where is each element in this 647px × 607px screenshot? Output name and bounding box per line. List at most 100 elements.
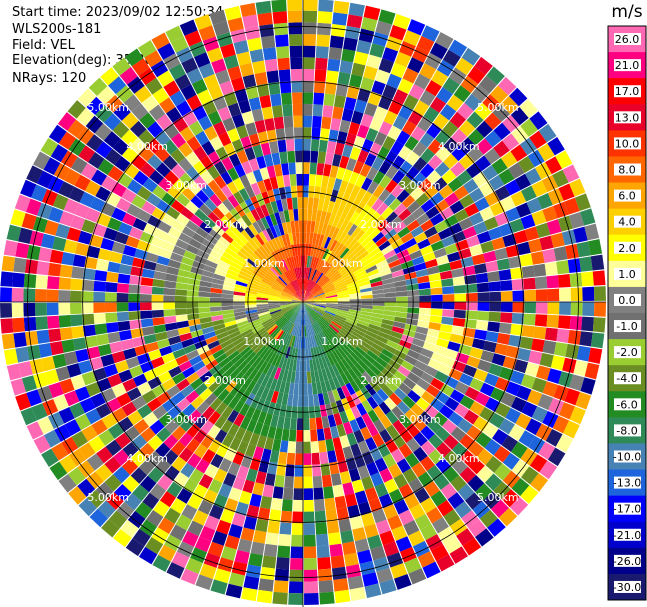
range-gate-cell	[569, 211, 585, 229]
range-gate-cell	[309, 173, 316, 187]
range-gate-cell	[220, 509, 235, 524]
range-gate-cell	[167, 185, 182, 200]
range-gate-cell	[349, 298, 362, 302]
range-gate-cell	[236, 320, 249, 328]
range-gate-cell	[406, 312, 419, 320]
range-gate-cell	[157, 220, 172, 234]
colorbar-tick-label: -4.0	[616, 372, 637, 385]
range-gate-cell	[331, 566, 347, 581]
range-gate-cell	[559, 302, 572, 316]
range-gate-cell	[213, 568, 231, 584]
range-gate-cell	[428, 272, 442, 282]
range-gate-cell	[324, 211, 332, 225]
range-gate-cell	[375, 335, 389, 345]
range-gate-cell	[351, 263, 364, 273]
range-gate-cell	[143, 412, 159, 427]
range-gate-cell	[223, 316, 236, 324]
range-gate-cell	[313, 291, 325, 298]
range-gate-cell	[441, 356, 456, 368]
range-gate-cell	[558, 183, 575, 201]
range-gate-cell	[452, 317, 466, 327]
range-gate-cell	[431, 69, 449, 87]
range-gate-cell	[333, 578, 349, 592]
range-gate-cell	[241, 110, 255, 125]
range-gate-cell	[223, 281, 236, 288]
range-gate-cell	[322, 282, 334, 291]
range-gate-cell	[193, 145, 208, 161]
range-gate-cell	[242, 348, 254, 360]
colorbar-tick-label: 17.0	[615, 85, 640, 98]
range-gate-cell	[425, 206, 440, 220]
range-gate-cell	[0, 271, 14, 287]
range-gate-cell	[325, 306, 338, 311]
range-gate-cell	[227, 409, 239, 424]
range-gate-cell	[258, 285, 271, 292]
range-gate-cell	[402, 329, 416, 338]
range-gate-cell	[443, 137, 459, 154]
range-gate-cell	[95, 141, 113, 159]
range-gate-cell	[448, 67, 467, 85]
range-gate-cell	[252, 60, 266, 75]
range-gate-cell	[283, 417, 291, 430]
range-gate-cell	[294, 302, 303, 311]
range-gate-cell	[139, 475, 157, 493]
range-gate-cell	[275, 316, 286, 326]
range-gate-cell	[247, 281, 260, 288]
range-gate-cell	[262, 362, 272, 375]
range-gate-cell	[290, 311, 298, 323]
range-gate-cell	[303, 290, 306, 302]
range-gate-cell	[268, 352, 277, 365]
range-gate-cell	[76, 126, 95, 145]
range-gate-cell	[390, 140, 404, 156]
range-gate-cell	[521, 265, 535, 279]
range-gate-cell	[145, 537, 164, 555]
range-gate-cell	[547, 368, 562, 384]
range-gate-cell	[443, 509, 461, 527]
range-gate-cell	[104, 292, 117, 302]
range-gate-cell	[420, 347, 434, 359]
range-gate-cell	[396, 296, 408, 302]
range-gate-cell	[383, 310, 396, 317]
range-gate-cell	[337, 299, 350, 302]
range-gate-cell	[163, 302, 175, 310]
range-gate-cell	[232, 476, 246, 491]
range-gate-cell	[364, 523, 379, 539]
range-gate-cell	[316, 34, 331, 47]
range-gate-cell	[384, 150, 398, 165]
range-gate-cell	[151, 309, 164, 318]
range-gate-cell	[533, 263, 547, 277]
range-gate-cell	[404, 493, 420, 510]
range-gate-cell	[430, 352, 445, 364]
range-gate-cell	[442, 466, 459, 483]
range-gate-cell	[464, 93, 482, 111]
range-gate-cell	[449, 546, 469, 564]
range-gate-cell	[281, 306, 293, 312]
range-gate-cell	[459, 373, 474, 387]
range-gate-cell	[369, 447, 383, 462]
range-gate-cell	[166, 106, 182, 123]
range-gate-cell	[272, 486, 284, 500]
range-gate-cell	[146, 192, 162, 207]
range-gate-cell	[224, 5, 242, 21]
range-gate-cell	[327, 200, 336, 214]
range-gate-cell	[324, 250, 332, 262]
range-gate-cell	[232, 113, 245, 128]
range-gate-cell	[449, 259, 463, 270]
range-gate-cell	[357, 124, 370, 139]
range-gate-cell	[444, 376, 459, 389]
range-gate-cell	[252, 169, 263, 183]
range-gate-cell	[494, 185, 511, 201]
velocity-rays-layer	[0, 0, 606, 605]
range-gate-cell	[292, 359, 297, 372]
range-gate-cell	[336, 311, 349, 317]
range-gate-cell	[286, 334, 293, 347]
range-gate-cell	[91, 419, 108, 436]
range-gate-cell	[433, 247, 447, 259]
range-gate-cell	[459, 466, 477, 484]
range-gate-cell	[225, 211, 237, 225]
range-gate-cell	[207, 165, 221, 180]
range-gate-cell	[502, 114, 520, 133]
range-gate-cell	[455, 352, 470, 365]
range-gate-cell	[335, 285, 348, 292]
range-gate-cell	[248, 158, 260, 172]
